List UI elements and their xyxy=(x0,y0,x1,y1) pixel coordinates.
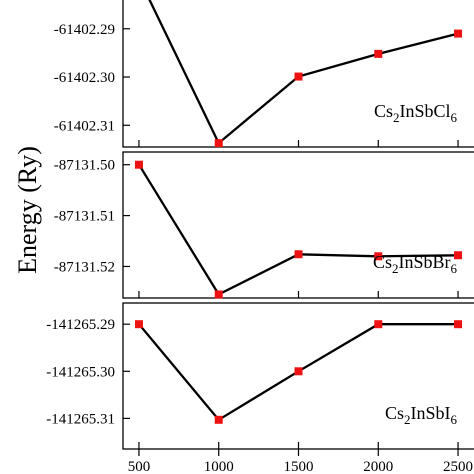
y-tick-label: -141265.31 xyxy=(46,411,115,427)
y-tick-label: -87131.52 xyxy=(54,259,115,275)
x-tick-label: 1000 xyxy=(204,459,234,474)
data-point xyxy=(294,367,303,376)
panel-1: -61402.29 -61402.30 -61402.31 Cs2InSbCl6 xyxy=(54,0,474,148)
panel-3: -141265.29 -141265.30 -141265.31 Cs2InSbI6 xyxy=(46,302,474,450)
x-axis: 500 1000 1500 2000 2500 xyxy=(128,449,473,474)
y-tick-label: -61402.30 xyxy=(54,70,115,86)
compound-label: Cs2InSbI6 xyxy=(385,403,458,427)
panel-2: -87131.50 -87131.51 -87131.52 Cs2InSbBr6 xyxy=(54,151,474,299)
x-tick-label: 1500 xyxy=(284,459,314,474)
data-point xyxy=(454,251,463,260)
data-point xyxy=(374,49,383,58)
data-point xyxy=(214,139,223,148)
y-tick-label: -141265.30 xyxy=(46,364,115,380)
y-tick-label: -141265.29 xyxy=(46,317,115,333)
data-point xyxy=(374,320,383,329)
data-point xyxy=(294,72,303,81)
compound-label: Cs2InSbCl6 xyxy=(374,101,458,125)
data-point xyxy=(214,415,223,424)
series-line xyxy=(148,0,459,145)
data-point xyxy=(134,320,143,329)
y-tick-label: -61402.29 xyxy=(54,22,115,38)
x-tick-label: 2000 xyxy=(363,459,393,474)
data-point xyxy=(454,29,463,38)
compound-label: Cs2InSbBr6 xyxy=(373,252,458,276)
data-point xyxy=(454,320,463,329)
data-point xyxy=(134,160,143,169)
y-tick-label: -61402.31 xyxy=(54,118,115,134)
series-line xyxy=(138,164,459,296)
data-point xyxy=(214,290,223,299)
panels: -61402.29 -61402.30 -61402.31 Cs2InSbCl6 -87… xyxy=(46,0,474,450)
panel-frame xyxy=(122,151,474,299)
y-tick-label: -87131.50 xyxy=(54,158,115,174)
y-tick-label: -87131.51 xyxy=(54,209,115,225)
panel-frame xyxy=(122,0,474,148)
y-axis-label: Energy (Ry) xyxy=(13,146,42,274)
x-tick-label: 500 xyxy=(128,459,151,474)
data-point xyxy=(294,250,303,259)
panel-frame xyxy=(122,302,474,450)
x-tick-label: 2500 xyxy=(443,459,473,474)
data-point xyxy=(374,252,383,261)
